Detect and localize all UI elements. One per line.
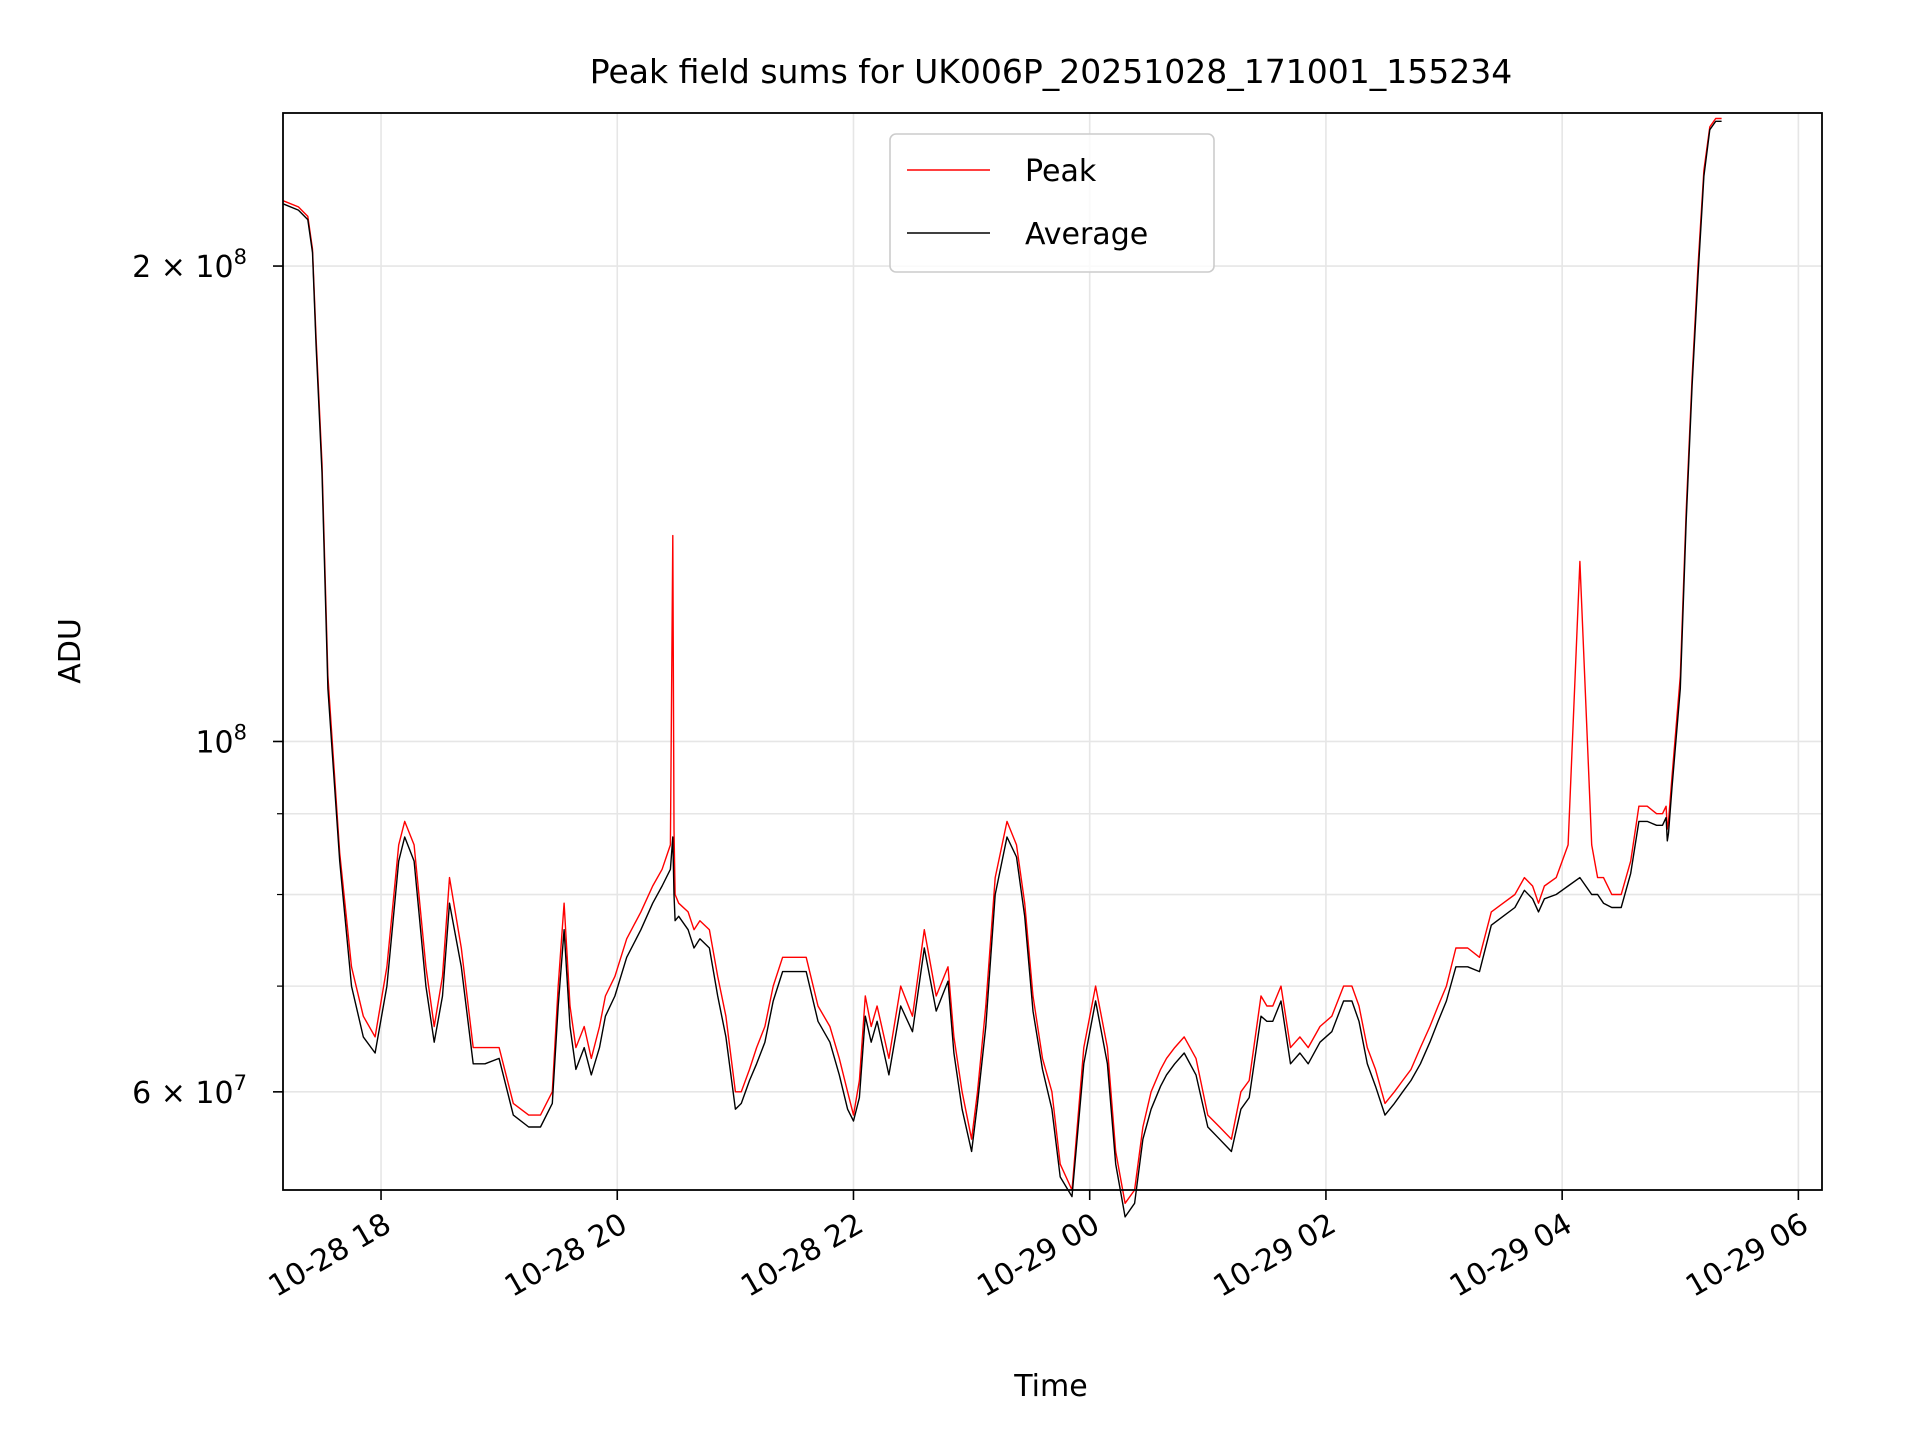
chart-title: Peak field sums for UK006P_20251028_1710…	[590, 52, 1512, 91]
x-axis-label: Time	[1013, 1369, 1087, 1404]
y-tick-label-base: 2 × 10	[132, 250, 233, 285]
y-tick-label: 2 × 108	[132, 245, 247, 285]
peak-series-line	[282, 117, 1722, 1204]
legend-average-label: Average	[1025, 217, 1148, 252]
y-axis-label: ADU	[53, 618, 88, 684]
y-tick-label-exponent: 8	[234, 720, 247, 744]
legend-box	[889, 133, 1215, 273]
average-series-line	[282, 120, 1722, 1218]
plot-area-frame	[282, 112, 1823, 1191]
y-tick-label: 6 × 107	[132, 1071, 247, 1111]
legend: Peak Average	[889, 133, 1215, 273]
y-tick-label: 108	[195, 720, 247, 760]
y-tick-label-base: 10	[195, 725, 233, 760]
y-tick-label-exponent: 7	[234, 1071, 247, 1095]
legend-peak-label: Peak	[1025, 154, 1097, 189]
axes	[282, 112, 1823, 1191]
y-tick-label-base: 6 × 10	[132, 1076, 233, 1111]
y-tick-label-exponent: 8	[234, 245, 247, 269]
series-layer	[282, 117, 1722, 1218]
